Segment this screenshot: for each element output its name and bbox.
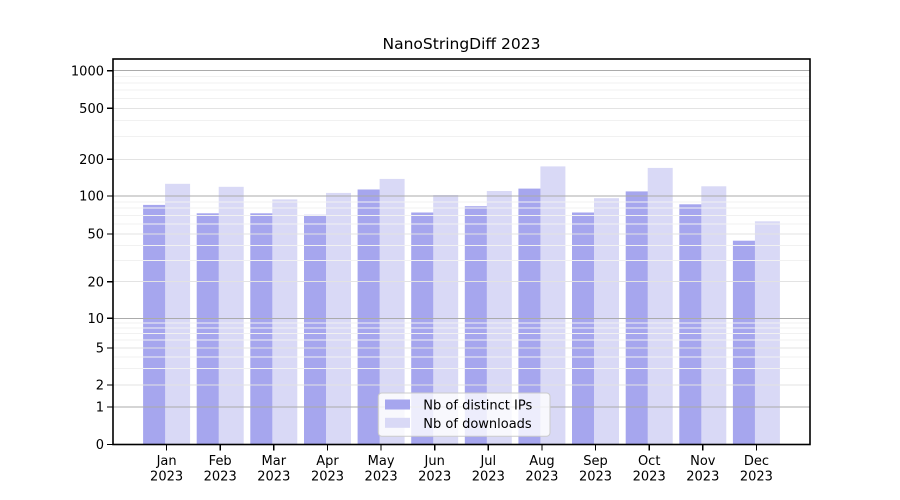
y-tick-label-200: 200 xyxy=(79,153,104,168)
bar-ips-jan xyxy=(143,204,169,445)
plot-border xyxy=(112,58,811,446)
x-tick-year-aug: 2023 xyxy=(525,470,558,485)
x-tick-label-sep: Sep xyxy=(583,454,608,469)
x-tick-label-mar: Mar xyxy=(262,454,287,469)
legend-label-downloads: Nb of downloads xyxy=(423,417,532,432)
y-tick-label-100: 100 xyxy=(79,190,104,205)
x-tick-label-jun: Jun xyxy=(424,454,445,469)
x-tick-year-oct: 2023 xyxy=(633,470,666,485)
x-tick-year-jul: 2023 xyxy=(472,470,505,485)
chart-title: NanoStringDiff 2023 xyxy=(383,35,541,53)
bar-ips-mar xyxy=(250,213,276,445)
x-tick-label-oct: Oct xyxy=(638,454,660,469)
x-tick-label-aug: Aug xyxy=(529,454,554,469)
x-tick-year-dec: 2023 xyxy=(740,470,773,485)
x-tick-year-nov: 2023 xyxy=(686,470,719,485)
legend-label-ips: Nb of distinct IPs xyxy=(423,399,532,414)
bar-downloads-mar xyxy=(272,199,298,445)
x-tick-year-apr: 2023 xyxy=(311,470,344,485)
y-tick-label-20: 20 xyxy=(87,275,104,290)
bar-downloads-dec xyxy=(754,221,780,445)
x-tick-year-may: 2023 xyxy=(365,470,398,485)
bar-downloads-feb xyxy=(218,186,244,445)
y-tick-label-500: 500 xyxy=(79,102,104,117)
bar-ips-sep xyxy=(572,212,597,445)
y-tick-label-0: 0 xyxy=(96,438,104,453)
legend-swatch-downloads xyxy=(385,417,410,428)
bar-ips-apr xyxy=(304,214,329,445)
x-tick-label-jul: Jul xyxy=(479,454,496,469)
x-tick-year-mar: 2023 xyxy=(257,470,290,485)
x-tick-label-jan: Jan xyxy=(156,454,177,469)
y-tick-label-50: 50 xyxy=(87,228,104,243)
x-tick-label-nov: Nov xyxy=(690,454,716,469)
bar-ips-dec xyxy=(732,240,758,445)
x-tick-label-may: May xyxy=(368,454,395,469)
y-tick-label-1000: 1000 xyxy=(71,64,104,79)
x-tick-year-sep: 2023 xyxy=(579,470,612,485)
legend-swatch-ips xyxy=(385,399,410,410)
y-tick-label-1: 1 xyxy=(96,401,104,416)
bar-ips-feb xyxy=(196,213,222,445)
x-tick-label-apr: Apr xyxy=(316,454,339,469)
x-tick-year-jan: 2023 xyxy=(150,470,183,485)
y-tick-label-5: 5 xyxy=(96,342,104,357)
bar-downloads-jan xyxy=(165,183,191,445)
bar-downloads-nov xyxy=(701,186,727,445)
x-tick-label-feb: Feb xyxy=(209,454,232,469)
bar-downloads-sep xyxy=(594,198,619,445)
x-tick-year-jun: 2023 xyxy=(418,470,451,485)
x-tick-year-feb: 2023 xyxy=(204,470,237,485)
legend xyxy=(377,392,551,437)
y-tick-label-10: 10 xyxy=(87,312,104,327)
bar-ips-nov xyxy=(679,204,705,445)
bar-downloads-oct xyxy=(647,167,673,445)
y-tick-label-2: 2 xyxy=(96,379,104,394)
x-tick-label-dec: Dec xyxy=(744,454,769,469)
